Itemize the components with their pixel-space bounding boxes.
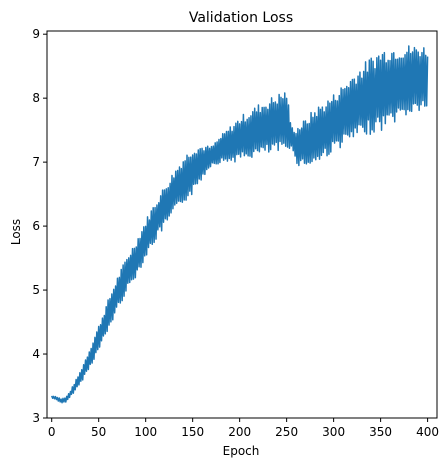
- plot-area: [46, 30, 438, 419]
- loss-series-line: [51, 45, 429, 404]
- y-axis-ticks: 3 4 5 6 7 8 9: [32, 27, 47, 425]
- y-tick-label: 6: [32, 219, 40, 233]
- y-tick-label: 7: [32, 155, 40, 169]
- x-tick-label: 150: [181, 425, 204, 439]
- x-axis-ticks: 0 50 100 150 200 250 300 350 400: [48, 418, 439, 439]
- y-tick-label: 9: [32, 27, 40, 41]
- x-tick-label: 200: [228, 425, 251, 439]
- x-axis-label: Epoch: [223, 444, 260, 458]
- y-tick-label: 3: [32, 411, 40, 425]
- x-tick-label: 350: [369, 425, 392, 439]
- x-tick-label: 250: [275, 425, 298, 439]
- plot-frame: [46, 30, 438, 419]
- chart-title: Validation Loss: [189, 10, 293, 26]
- y-tick-label: 8: [32, 91, 40, 105]
- x-tick-label: 0: [48, 425, 56, 439]
- y-tick-label: 5: [32, 283, 40, 297]
- x-tick-label: 300: [322, 425, 345, 439]
- x-tick-label: 100: [134, 425, 157, 439]
- y-axis-label: Loss: [9, 219, 23, 245]
- x-tick-label: 400: [416, 425, 439, 439]
- x-tick-label: 50: [91, 425, 106, 439]
- y-tick-label: 4: [32, 347, 40, 361]
